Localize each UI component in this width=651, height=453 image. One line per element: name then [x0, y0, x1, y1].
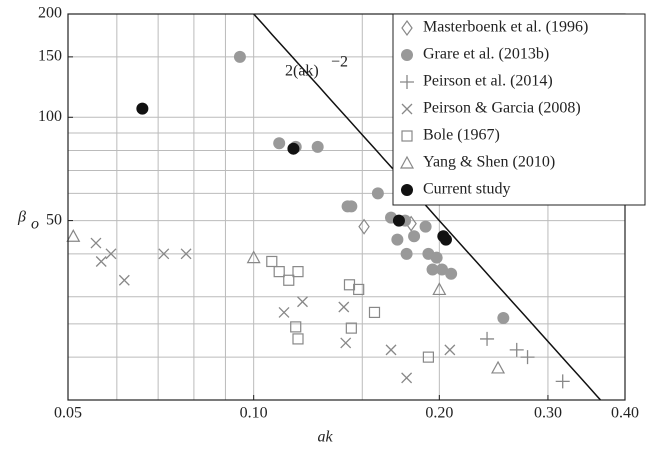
marker [266, 255, 278, 268]
x-tick-label: 0.10 [240, 405, 268, 422]
marker [445, 267, 458, 280]
y-tick-label: 200 [38, 5, 62, 22]
y-tick-label: 150 [38, 48, 62, 65]
marker [292, 266, 304, 278]
marker [520, 350, 535, 365]
marker [368, 306, 381, 319]
x-tick-label: 0.20 [425, 405, 453, 422]
marker [345, 200, 358, 213]
marker [422, 351, 434, 363]
marker [180, 248, 192, 260]
marker [292, 333, 304, 345]
legend-label: Peirson & Garcia (2008) [423, 100, 581, 117]
y-axis-label: β [17, 209, 26, 226]
x-tick-label: 0.40 [611, 405, 639, 422]
reference-label: 2(ak) [285, 63, 319, 80]
marker [419, 220, 432, 233]
legend-label: Bole (1967) [423, 127, 500, 144]
marker [66, 229, 81, 242]
marker [287, 142, 300, 155]
marker [158, 248, 170, 260]
marker [343, 279, 356, 291]
marker [105, 248, 117, 260]
x-tick-label: 0.05 [54, 405, 82, 422]
marker [353, 283, 365, 296]
marker [278, 306, 290, 318]
marker [311, 140, 324, 153]
legend-label: Current study [423, 181, 511, 198]
marker [358, 218, 370, 235]
marker [391, 233, 404, 246]
marker [371, 187, 384, 200]
legend-marker [401, 19, 413, 37]
y-axis-label-sub: o [31, 216, 39, 233]
legend-label: Peirson et al. (2014) [423, 73, 553, 90]
marker [136, 102, 149, 115]
marker [118, 274, 130, 286]
marker [439, 233, 452, 246]
marker [430, 251, 443, 264]
marker [401, 372, 413, 384]
x-axis-label: ak [317, 429, 333, 446]
legend-label: Yang & Shen (2010) [423, 154, 555, 171]
marker [338, 301, 350, 313]
marker [392, 214, 405, 227]
x-tick-label: 0.30 [534, 405, 562, 422]
marker [290, 321, 302, 333]
marker [426, 263, 439, 276]
marker [95, 256, 107, 267]
legend-marker [401, 49, 413, 61]
marker [283, 274, 295, 286]
legend-marker [399, 155, 415, 169]
marker [400, 247, 413, 260]
reference-line [252, 14, 602, 400]
marker [297, 296, 308, 308]
marker [480, 331, 495, 346]
legend-marker [400, 75, 414, 89]
y-tick-label: 100 [38, 108, 62, 125]
marker [273, 137, 286, 150]
reference-label-sup: −2 [331, 54, 348, 71]
marker [345, 322, 357, 334]
plot-frame [67, 13, 626, 401]
marker [408, 230, 421, 243]
marker [90, 237, 102, 249]
legend-box [392, 13, 646, 206]
marker [233, 50, 246, 63]
marker [432, 282, 447, 296]
marker [340, 337, 352, 349]
marker [491, 360, 506, 374]
marker [273, 266, 285, 278]
y-tick-label: 50 [46, 211, 62, 228]
marker [555, 374, 570, 389]
legend-label: Grare et al. (2013b) [423, 46, 549, 63]
marker [497, 312, 510, 325]
legend-label: Masterboenk et al. (1996) [423, 19, 588, 36]
legend-marker [401, 130, 413, 142]
marker [246, 250, 261, 264]
marker [385, 344, 397, 356]
marker [509, 342, 524, 357]
legend-marker [401, 103, 413, 115]
marker [444, 344, 456, 356]
marker [435, 263, 448, 276]
legend-marker [401, 184, 413, 196]
